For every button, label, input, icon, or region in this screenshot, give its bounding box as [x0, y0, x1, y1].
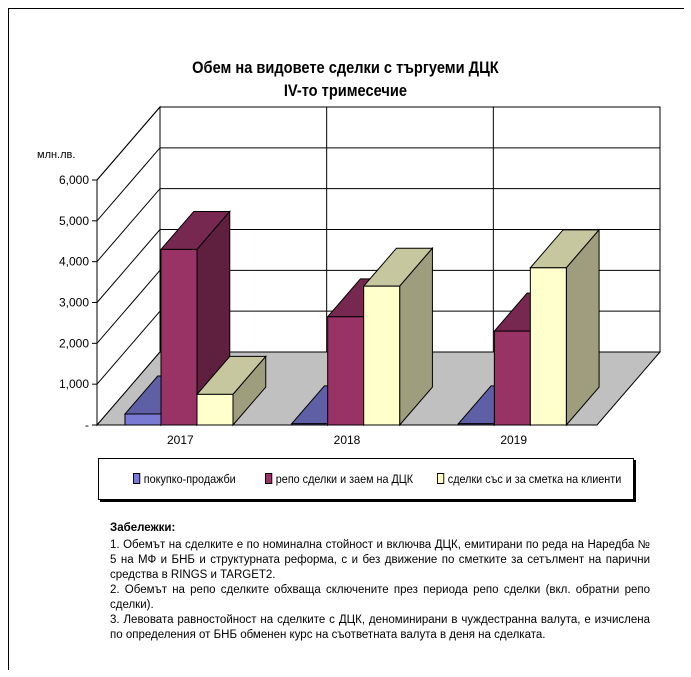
legend-item-repo: репо сделки и заем на ДЦК — [265, 472, 413, 486]
y-axis-unit-label: млн.лв. — [37, 149, 75, 161]
bar-clients — [362, 246, 434, 427]
y-tick-label: 6,000 — [59, 173, 89, 187]
legend-label: сделки със и за сметка на клиенти — [447, 472, 622, 486]
bar-repo — [159, 210, 231, 427]
note-1: 1. Обемът на сделките е по номинална сто… — [110, 539, 650, 581]
legend-swatch-clients — [437, 473, 445, 484]
chart-subtitle: IV-то тримесечие — [283, 81, 408, 100]
chart-bars — [123, 210, 601, 427]
gridline-side — [96, 270, 161, 344]
gridline-side — [96, 310, 161, 385]
y-tick-label: 3,000 — [59, 296, 89, 310]
x-category-label: 2018 — [334, 433, 361, 447]
y-axis-ticks: - 1,000 2,000 3,000 4,000 5,000 6,000 — [59, 173, 597, 432]
chart-title: Обем на видовете сделки с търгуеми ДЦК — [192, 58, 499, 77]
chart-plot: - 1,000 2,000 3,000 4,000 5,000 6,000 2017 2018… — [37, 105, 662, 447]
x-category-label: 2017 — [167, 433, 194, 447]
legend-swatch-purchase-sale — [133, 473, 141, 484]
legend-label: покупко-продажби — [143, 472, 236, 486]
legend-item-clients: сделки със и за сметка на клиенти — [437, 472, 621, 486]
legend-item-purchase-sale: покупко-продажби — [133, 472, 236, 486]
bar-front-face — [196, 393, 234, 426]
x-axis-categories: 2017 2018 2019 — [167, 433, 527, 447]
gridline-side — [96, 147, 161, 222]
y-tick-label: 5,000 — [59, 214, 89, 228]
bar-front-face — [363, 285, 401, 426]
y-tick-label: 4,000 — [59, 255, 89, 269]
y-tick-label: - — [85, 418, 89, 432]
x-category-label: 2019 — [500, 433, 527, 447]
y-tick-label: 1,000 — [59, 377, 89, 391]
legend-swatch-repo — [265, 473, 273, 484]
bar-front-face — [160, 248, 198, 426]
gridline-side — [96, 106, 161, 181]
bar-clients — [195, 355, 267, 427]
bar-front-face — [493, 330, 531, 426]
note-3: 3. Левовата равностойност на сделките с … — [110, 614, 650, 641]
bar-front-face — [529, 267, 567, 426]
gridline-side — [96, 229, 161, 303]
bar-clients — [529, 228, 601, 427]
gridline-side — [96, 188, 161, 262]
chart-legend: покупко-продажби репо сделки и заем на Д… — [98, 458, 634, 500]
notes-section: Забележки: 1. Обемът на сделките е по но… — [110, 521, 650, 643]
chart-frame — [8, 8, 684, 670]
note-2: 2. Обемът на репо сделките обхваща сключ… — [110, 584, 650, 611]
bar-front-face — [124, 413, 162, 426]
y-tick-label: 2,000 — [59, 336, 89, 350]
bar-front-face — [327, 316, 365, 426]
notes-title: Забележки: — [110, 522, 176, 534]
legend-label: репо сделки и заем на ДЦК — [275, 472, 414, 486]
